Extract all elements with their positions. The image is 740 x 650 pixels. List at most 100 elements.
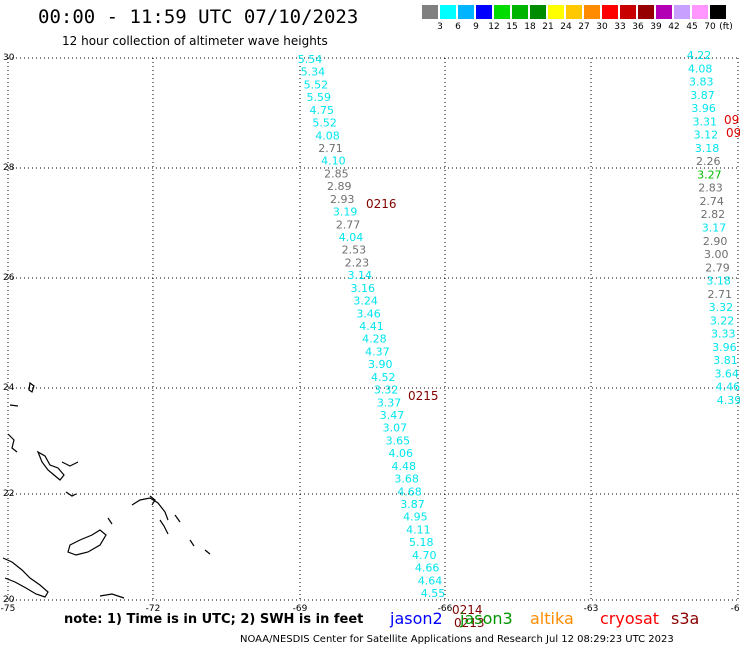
swh-value: 4.46 xyxy=(716,381,740,394)
swh-value: 2.71 xyxy=(708,288,733,301)
swh-value: 2.85 xyxy=(324,167,349,180)
swh-value: 3.87 xyxy=(690,89,715,102)
legend-label: 30 xyxy=(596,22,608,32)
legend-label: 39 xyxy=(650,22,662,32)
swh-value: 3.64 xyxy=(714,367,739,380)
coastline xyxy=(2,381,211,599)
legend-label: 27 xyxy=(578,22,590,32)
lat-label: 28 xyxy=(3,163,15,173)
swh-value: 3.17 xyxy=(702,222,727,235)
lat-label: 30 xyxy=(3,53,15,63)
legend-swatch xyxy=(584,5,600,19)
swh-value: 4.22 xyxy=(687,49,712,62)
swh-value: 3.31 xyxy=(693,115,718,128)
island-shape xyxy=(65,491,77,497)
swh-value: 3.83 xyxy=(689,76,714,89)
swh-value: 5.18 xyxy=(409,536,434,549)
legend-swatch xyxy=(692,5,708,19)
legend-unit: (ft) xyxy=(719,22,733,32)
swh-value: 3.32 xyxy=(374,384,399,397)
satellite-name-jason2: jason2 xyxy=(390,609,443,628)
island-shape xyxy=(67,529,107,556)
legend-label: 70 xyxy=(704,22,716,32)
swh-value: 3.24 xyxy=(353,295,378,308)
island-shape xyxy=(149,495,156,506)
legend-swatch xyxy=(512,5,528,19)
legend-swatch xyxy=(440,5,456,19)
swh-value: 2.83 xyxy=(698,182,723,195)
swh-value: 4.41 xyxy=(359,320,384,333)
legend-label: 21 xyxy=(542,22,554,32)
legend-swatch xyxy=(656,5,672,19)
island-shape xyxy=(36,450,65,481)
legend-swatch xyxy=(530,5,546,19)
swh-value: 3.32 xyxy=(709,301,734,314)
swh-value: 4.39 xyxy=(717,394,740,407)
lat-label: 24 xyxy=(3,383,15,393)
swh-value: 4.04 xyxy=(339,231,364,244)
legend-label: 36 xyxy=(632,22,644,32)
pass-time-label: 0216 xyxy=(366,197,397,211)
swh-value: 2.71 xyxy=(318,142,343,155)
swh-value: 3.47 xyxy=(380,409,405,422)
swh-value: 2.90 xyxy=(703,235,728,248)
island-shape xyxy=(131,497,169,521)
legend-label: 24 xyxy=(560,22,572,32)
lon-label: -75 xyxy=(1,604,16,614)
satellite-name-cryosat: cryosat xyxy=(600,609,660,628)
swh-value: 3.87 xyxy=(400,498,425,511)
swh-value: 5.59 xyxy=(307,91,332,104)
legend-label: 33 xyxy=(614,22,626,32)
swh-value: 4.64 xyxy=(418,574,443,587)
swh-value: 4.75 xyxy=(309,104,334,117)
swh-value: 3.18 xyxy=(706,275,731,288)
legend-label: 6 xyxy=(455,22,461,32)
island-shape xyxy=(174,514,181,523)
island-shape xyxy=(9,404,19,407)
swh-value: 3.12 xyxy=(694,129,719,142)
lat-label: 22 xyxy=(3,489,14,499)
swh-value: 3.46 xyxy=(356,307,381,320)
swh-value: 4.66 xyxy=(415,562,440,575)
island-shape xyxy=(61,461,79,467)
island-shape xyxy=(107,517,113,525)
swh-value: 3.00 xyxy=(704,248,729,261)
pass-time-label: 09 xyxy=(724,113,739,127)
map-subtitle: 12 hour collection of altimeter wave hei… xyxy=(62,34,328,48)
swh-value: 4.68 xyxy=(397,485,422,498)
swh-value: 4.08 xyxy=(315,129,340,142)
swh-value: 4.37 xyxy=(365,345,390,358)
swh-value: 4.48 xyxy=(391,460,416,473)
swh-value: 4.06 xyxy=(389,447,414,460)
legend-swatch xyxy=(494,5,510,19)
swh-value: 2.74 xyxy=(699,195,724,208)
swh-value: 2.53 xyxy=(342,244,367,257)
lon-label: -72 xyxy=(146,604,161,614)
island-shape xyxy=(28,381,35,393)
legend-label: 18 xyxy=(524,22,536,32)
lon-label: -60 xyxy=(731,604,740,614)
swh-values: 5.545.345.525.594.755.524.082.714.102.85… xyxy=(298,49,740,600)
swh-value: 2.82 xyxy=(701,208,726,221)
swh-value: 4.70 xyxy=(412,549,437,562)
legend-label: 42 xyxy=(668,22,680,32)
swh-value: 3.22 xyxy=(710,314,735,327)
swh-value: 4.08 xyxy=(688,62,713,75)
legend-swatch xyxy=(458,5,474,19)
swh-value: 3.90 xyxy=(368,358,393,371)
swh-value: 4.55 xyxy=(421,587,446,600)
lat-lon-grid: -75 -72 -69 -66 -63 -60 30 28 26 24 22 20 xyxy=(1,53,740,614)
legend-swatch xyxy=(638,5,654,19)
island-shape xyxy=(2,557,49,598)
legend-swatch xyxy=(548,5,564,19)
island-shape xyxy=(204,549,211,555)
footnote: note: 1) Time is in UTC; 2) SWH is in fe… xyxy=(64,612,364,627)
satellite-name-altika: altika xyxy=(530,609,574,628)
swh-value: 5.52 xyxy=(304,78,329,91)
swh-value: 4.95 xyxy=(403,511,428,524)
lon-label: -69 xyxy=(293,604,308,614)
legend-swatch xyxy=(422,5,438,19)
legend-label: 45 xyxy=(686,22,698,32)
lat-label: 20 xyxy=(3,595,15,605)
